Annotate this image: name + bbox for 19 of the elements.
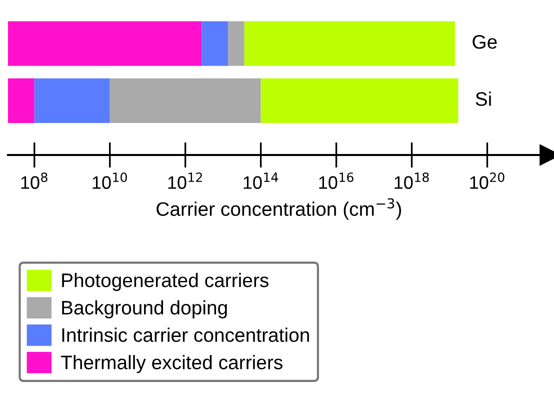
legend-label: Photogenerated carriers bbox=[62, 272, 268, 292]
legend-label: Intrinsic carrier concentration bbox=[62, 328, 309, 342]
bar bbox=[110, 78, 261, 123]
x-axis-title: Carrier concentration (cm$^{−3}$) bbox=[156, 198, 402, 220]
y-tick-label: Ge bbox=[472, 35, 497, 49]
bar bbox=[260, 78, 458, 123]
legend-label: Thermally excited carriers bbox=[60, 355, 282, 374]
x-tick-label: 10$^{10}$ bbox=[92, 172, 127, 189]
x-tick-label: 10$^{18}$ bbox=[394, 172, 429, 189]
x-tick-label: 10$^{8}$ bbox=[21, 172, 48, 189]
bar bbox=[202, 21, 228, 66]
bar bbox=[244, 21, 456, 66]
x-tick-label: 10$^{12}$ bbox=[168, 172, 202, 189]
y-tick-label: Si bbox=[476, 92, 491, 106]
x-tick-label: 10$^{16}$ bbox=[319, 172, 354, 189]
legend-label: Background doping bbox=[62, 300, 227, 318]
x-tick-label: 10$^{14}$ bbox=[244, 172, 278, 189]
bar bbox=[228, 21, 244, 66]
x-tick-label: 10$^{20}$ bbox=[470, 172, 504, 189]
